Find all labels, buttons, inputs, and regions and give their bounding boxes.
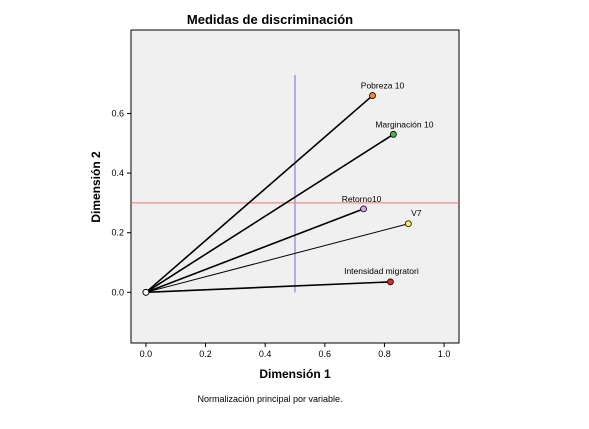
x-tick-label: 0.0 xyxy=(140,349,153,359)
points-layer xyxy=(142,92,412,296)
vector-line xyxy=(145,223,409,293)
data-point xyxy=(369,92,376,99)
x-axis: 0.0 0.2 0.4 0.6 0.8 1.0 xyxy=(140,343,451,359)
data-point xyxy=(404,220,412,228)
y-tick-label: 0.2 xyxy=(111,228,124,238)
origin-point xyxy=(142,288,150,296)
data-point xyxy=(387,278,394,286)
vector-line xyxy=(145,94,374,293)
point-label: Pobreza 10 xyxy=(361,81,405,91)
x-tick-label: 0.6 xyxy=(319,349,332,359)
vectors-layer xyxy=(145,94,409,294)
chart-title: Medidas de discriminación xyxy=(187,12,353,27)
vector-line xyxy=(145,133,394,293)
point-labels-layer: Pobreza 10 Marginación 10 Retorno10 V7 Inten… xyxy=(342,81,434,276)
y-tick-label: 0.6 xyxy=(111,108,124,118)
data-point xyxy=(389,130,397,138)
x-tick-label: 1.0 xyxy=(438,349,451,359)
vector-line xyxy=(145,208,364,294)
point-label: Marginación 10 xyxy=(375,119,433,129)
point-label: Intensidad migratori xyxy=(344,266,419,276)
normalization-note: Normalización principal por variable. xyxy=(197,394,342,404)
data-point xyxy=(360,205,367,213)
x-tick-label: 0.8 xyxy=(378,349,391,359)
point-label: V7 xyxy=(411,208,422,218)
y-axis-title: Dimensión 2 xyxy=(89,151,103,223)
vector-line xyxy=(145,281,391,294)
x-tick-label: 0.4 xyxy=(259,349,272,359)
y-tick-label: 0.0 xyxy=(111,287,124,297)
y-tick-label: 0.4 xyxy=(111,168,124,178)
point-label: Retorno10 xyxy=(342,194,382,204)
x-axis-title: Dimensión 1 xyxy=(259,367,331,381)
y-axis: 0.0 0.2 0.4 0.6 xyxy=(111,108,131,297)
x-tick-label: 0.2 xyxy=(199,349,212,359)
